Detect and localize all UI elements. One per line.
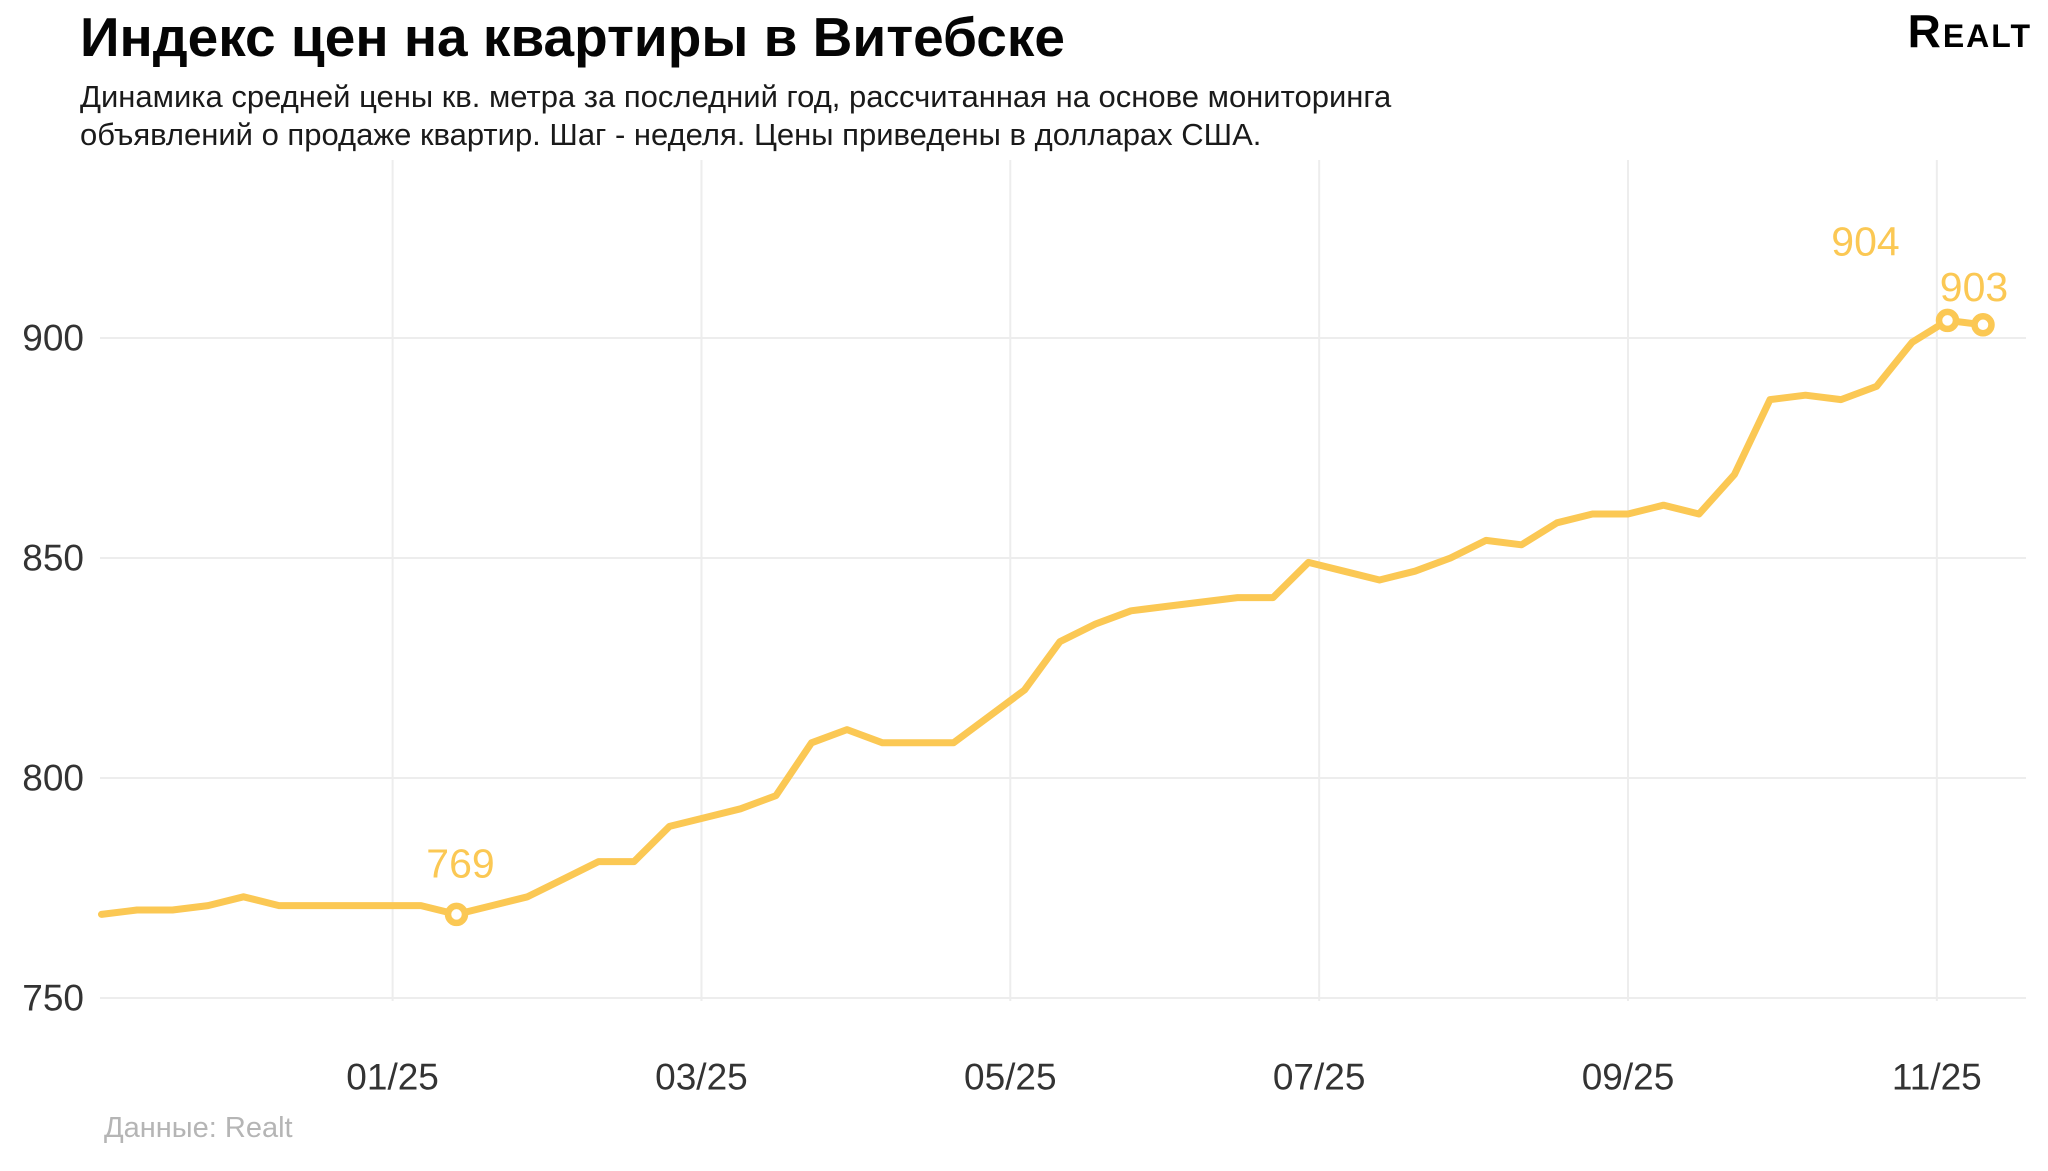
data-point-labels: 769 904 903 — [426, 218, 2008, 886]
price-line-series — [98, 316, 1987, 918]
page-title: Индекс цен на квартиры в Витебске — [80, 6, 1065, 68]
x-axis-tick-label: 11/25 — [1892, 1057, 1982, 1098]
subtitle-line-1: Динамика средней цены кв. метра за после… — [80, 79, 1392, 114]
chart-subtitle: Динамика средней цены кв. метра за после… — [80, 78, 1391, 154]
data-point-label: 903 — [1940, 264, 2008, 310]
chart-header: Индекс цен на квартиры в Витебске Динами… — [80, 6, 1391, 154]
y-axis-tick-label: 800 — [22, 758, 84, 799]
price-line — [98, 316, 1987, 918]
y-axis-tick-label: 850 — [22, 538, 84, 579]
y-axis-tick-label: 750 — [22, 978, 84, 1019]
data-point-marker — [1935, 308, 1960, 333]
realt-logo: Realt — [1907, 5, 2032, 57]
subtitle-line-2: объявлений о продаже квартир. Шаг - неде… — [80, 117, 1262, 152]
data-point-marker — [1971, 313, 1995, 337]
data-point-markers — [444, 308, 1995, 927]
x-axis-tick-label: 07/25 — [1273, 1057, 1366, 1098]
axis-tick-labels: 750 800 850 900 01/25 03/25 05/25 07/25 09/25 11/… — [22, 318, 1982, 1098]
y-axis-tick-label: 900 — [22, 318, 84, 359]
x-axis-tick-label: 09/25 — [1582, 1057, 1675, 1098]
x-axis-tick-label: 03/25 — [655, 1057, 748, 1098]
data-point-label: 904 — [1831, 218, 1899, 264]
data-point-label: 769 — [426, 840, 494, 886]
gridlines — [100, 160, 2026, 1001]
x-axis-tick-label: 05/25 — [964, 1057, 1057, 1098]
data-point-marker — [444, 902, 469, 927]
data-source-caption: Данные: Realt — [104, 1112, 293, 1144]
x-axis-tick-label: 01/25 — [346, 1057, 439, 1098]
